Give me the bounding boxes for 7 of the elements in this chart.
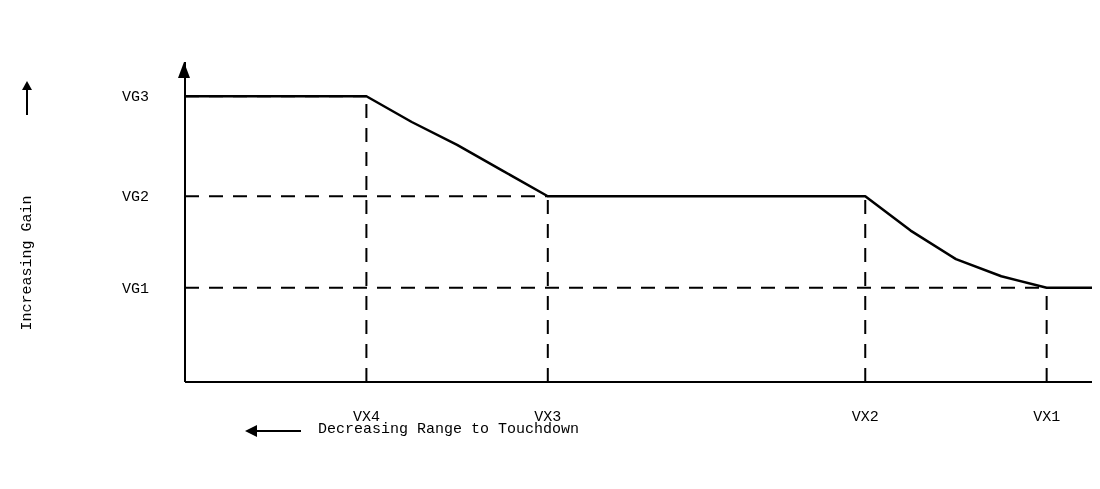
ref-line-label: VG1 [121, 280, 149, 298]
ref-line-label: VG3 [121, 89, 149, 107]
x-tick-label: VX2 [851, 408, 879, 426]
ref-line-label: VG2 [121, 189, 149, 207]
x-tick-label: VX1 [1033, 408, 1061, 426]
x-tick-label: VX4 [352, 408, 380, 426]
text: Increasing Gain [18, 195, 36, 331]
